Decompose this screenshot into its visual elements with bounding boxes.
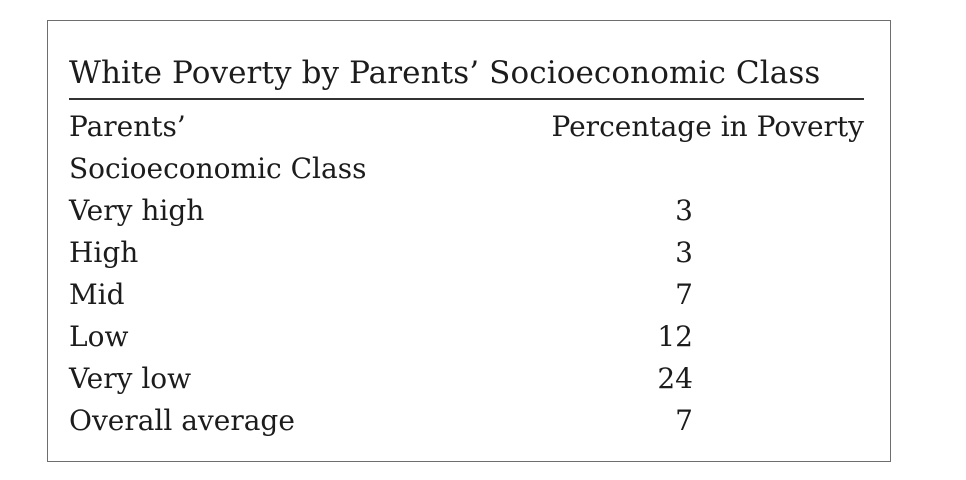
poverty-percentage: 12 [657,320,693,353]
class-label: Low [69,320,129,353]
class-label: Mid [69,278,125,311]
poverty-percentage: 7 [675,404,693,437]
header-class-label-line1: Parents’ [69,110,186,143]
table-row: Mid 7 [69,277,864,313]
class-label: Very high [69,194,205,227]
table-row: Low 12 [69,319,864,355]
poverty-percentage: 7 [675,278,693,311]
header-percentage-label: Percentage in Poverty [551,110,864,143]
poverty-table: White Poverty by Parents’ Socioeconomic … [47,20,891,462]
poverty-percentage: 3 [675,194,693,227]
table-title: White Poverty by Parents’ Socioeconomic … [69,55,821,91]
table-row: Very high 3 [69,193,864,229]
table-row: Overall average 7 [69,403,864,439]
poverty-percentage: 3 [675,236,693,269]
header-row-continued: Socioeconomic Class [69,151,864,187]
class-label: Very low [69,362,192,395]
poverty-percentage: 24 [657,362,693,395]
header-class-label-line2: Socioeconomic Class [69,152,367,185]
table-row: High 3 [69,235,864,271]
class-label: Overall average [69,404,295,437]
header-row: Parents’ Percentage in Poverty [69,109,864,145]
title-divider [69,98,864,100]
class-label: High [69,236,139,269]
table-row: Very low 24 [69,361,864,397]
